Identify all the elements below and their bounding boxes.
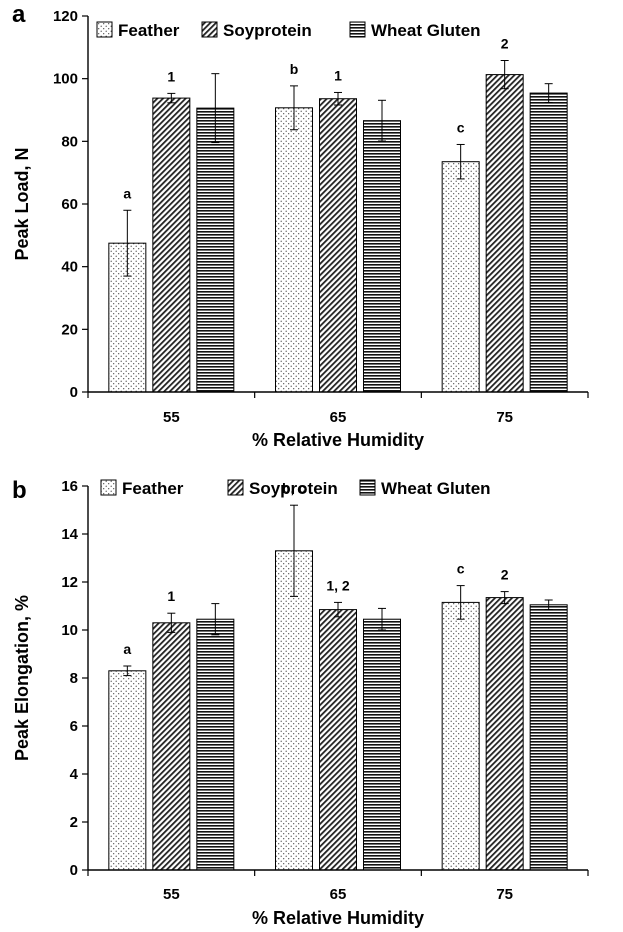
x-axis-title: % Relative Humidity [252, 430, 424, 450]
y-tick-label: 6 [70, 718, 78, 735]
significance-label: a [123, 641, 131, 657]
significance-label: 2 [501, 567, 509, 583]
bar-diagonal [485, 74, 524, 393]
legend-label: Feather [118, 21, 180, 40]
significance-label: c [457, 119, 465, 135]
bar-diagonal [152, 622, 191, 871]
legend-swatch [349, 21, 366, 38]
legend-swatch [359, 479, 376, 496]
y-tick-label: 120 [53, 8, 78, 25]
y-tick-label: 12 [61, 574, 78, 591]
y-tick-label: 0 [70, 862, 78, 879]
y-tick-label: 40 [61, 259, 78, 276]
y-tick-label: 14 [61, 526, 78, 543]
significance-label: 1 [167, 588, 175, 604]
panel-letter: a [12, 1, 26, 28]
legend-label: Soyprotein [249, 479, 338, 498]
bar-diagonal [319, 98, 357, 393]
legend-swatch [201, 21, 218, 38]
bar-dots [275, 107, 313, 393]
y-axis-title: Peak Load, N [12, 147, 32, 260]
y-tick-label: 4 [70, 766, 79, 783]
bar-horizontal [196, 107, 235, 393]
significance-label: 1 [167, 68, 175, 84]
bar-dots [108, 670, 147, 871]
bar-dots [275, 550, 313, 871]
y-axis-title: Peak Elongation, % [12, 595, 32, 761]
y-tick-label: 80 [61, 133, 78, 150]
legend-swatch [100, 479, 117, 496]
x-tick-label: 55 [163, 409, 180, 426]
y-tick-label: 10 [61, 622, 78, 639]
x-tick-label: 65 [330, 886, 347, 903]
bar-horizontal [529, 604, 568, 871]
significance-label: b, c [282, 480, 306, 496]
y-tick-label: 20 [61, 321, 78, 338]
bar-horizontal [363, 618, 401, 871]
legend: Feather Soyprotein Wheat Gluten [96, 21, 481, 40]
significance-label: 1 [334, 67, 342, 83]
x-tick-label: 75 [496, 409, 513, 426]
significance-label: b [290, 61, 299, 77]
legend: Feather Soyprotein Wheat Gluten [100, 479, 491, 498]
legend-swatch [96, 21, 113, 38]
bar-dots [441, 161, 480, 393]
significance-label: 1, 2 [326, 577, 350, 593]
legend-label: Wheat Gluten [381, 479, 491, 498]
bar-diagonal [319, 609, 357, 871]
bar-diagonal [152, 97, 191, 393]
bar-dots [441, 601, 480, 871]
x-axis-title: % Relative Humidity [252, 908, 424, 928]
x-tick-label: 65 [330, 409, 347, 426]
bar-horizontal [196, 618, 235, 871]
panel-letter: b [12, 477, 27, 504]
legend-label: Soyprotein [223, 21, 312, 40]
significance-label: 2 [501, 35, 509, 51]
y-tick-label: 100 [53, 71, 78, 88]
y-tick-label: 2 [70, 814, 78, 831]
significance-label: c [457, 561, 465, 577]
y-tick-label: 0 [70, 384, 78, 401]
bar-diagonal [485, 597, 524, 871]
y-tick-label: 16 [61, 478, 78, 495]
y-tick-label: 60 [61, 196, 78, 213]
legend-swatch [227, 479, 244, 496]
significance-label: a [123, 185, 131, 201]
bar-horizontal [363, 120, 401, 393]
panel-b: b 0 2 4 6 8 10 12 14 16 a 1 b, c 1, 2 c 2 55 65 75 % Relati… [12, 477, 589, 928]
x-tick-label: 55 [163, 886, 180, 903]
x-tick-label: 75 [496, 886, 513, 903]
panel-a: a 0 20 40 60 80 100 120 a 1 b 1 c 2 55 65 75 % Relative H… [12, 1, 589, 450]
bar-horizontal [529, 92, 568, 393]
y-tick-label: 8 [70, 670, 78, 687]
legend-label: Feather [122, 479, 184, 498]
legend-label: Wheat Gluten [371, 21, 481, 40]
